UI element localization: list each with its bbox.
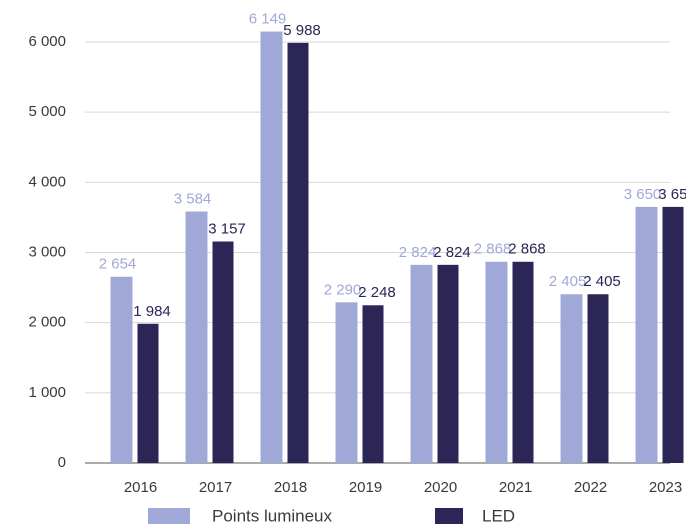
bar [560,294,583,463]
data-label: 2 868 [508,241,546,258]
data-label: 3 650 [624,186,662,203]
data-label: 6 149 [249,11,287,28]
bar [410,264,433,463]
legend-label: Points lumineux [212,506,333,525]
y-tick-label: 2 000 [28,314,66,331]
data-label: 3 584 [174,190,212,207]
data-label: 3 650 [658,186,686,203]
x-tick-label: 2023 [649,479,682,496]
bar [287,42,309,463]
y-tick-label: 1 000 [28,384,66,401]
bar [362,305,384,463]
data-label: 2 290 [324,281,362,298]
bar [137,323,159,463]
bar [587,294,609,463]
y-tick-label: 6 000 [28,33,66,50]
data-label: 1 984 [133,303,171,320]
data-label: 2 824 [399,244,437,261]
bar [110,276,133,463]
data-label: 2 248 [358,284,396,301]
legend-swatch [435,508,463,524]
data-label: 2 824 [433,244,471,261]
data-label: 2 654 [99,256,137,273]
x-tick-label: 2021 [499,479,532,496]
data-label: 2 405 [549,273,587,290]
bar [185,211,208,463]
x-tick-label: 2016 [124,479,157,496]
y-tick-label: 4 000 [28,173,66,190]
bar [260,31,283,463]
data-label: 2 868 [474,241,512,258]
bar [635,206,658,463]
y-tick-label: 5 000 [28,103,66,120]
x-tick-label: 2017 [199,479,232,496]
legend-label: LED [482,506,515,525]
bar [662,206,684,463]
data-label: 3 157 [208,220,246,237]
bar [512,261,534,463]
y-tick-label: 3 000 [28,243,66,260]
bar [335,302,358,463]
x-tick-label: 2018 [274,479,307,496]
x-tick-label: 2019 [349,479,382,496]
y-tick-label: 0 [58,454,66,471]
x-tick-label: 2022 [574,479,607,496]
bar [212,241,234,463]
legend-swatch [148,508,190,524]
data-label: 2 405 [583,273,621,290]
data-label: 5 988 [283,22,321,39]
bar [485,261,508,463]
bar [437,264,459,463]
x-tick-label: 2020 [424,479,457,496]
